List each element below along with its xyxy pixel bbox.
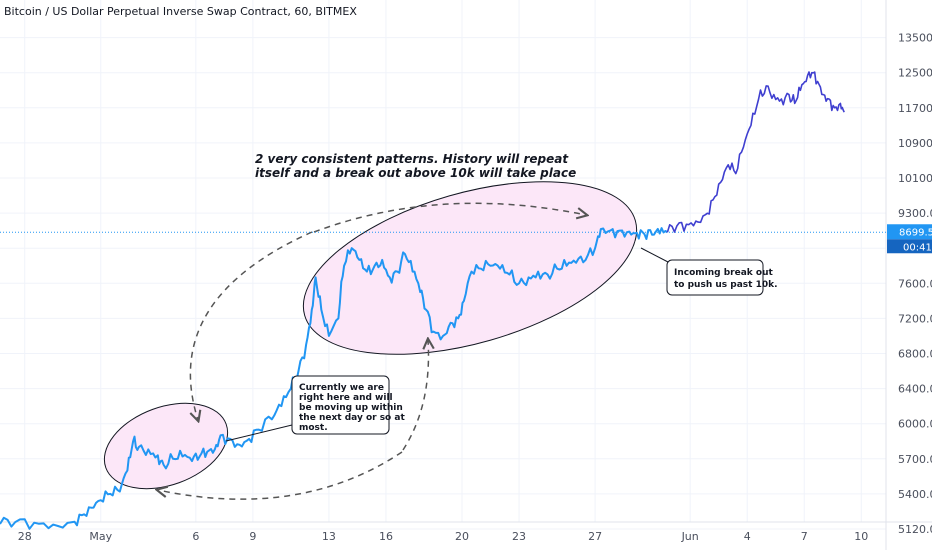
- price-series-line: [0, 227, 668, 530]
- callout-left-line-1: Currently we are: [299, 383, 384, 393]
- x-tick-label: 9: [249, 530, 256, 543]
- dashed-arrow-left: [190, 231, 313, 420]
- x-tick-label: 13: [322, 530, 336, 543]
- countdown-tag: [887, 239, 932, 254]
- x-tick-label: 4: [744, 530, 751, 543]
- time-axis[interactable]: 28 May 6 9 13 16 20 23 27 Jun 4 7 10: [18, 530, 869, 543]
- x-tick-label: 6: [192, 530, 199, 543]
- annotation-main-line-1: 2 very consistent patterns. History will…: [255, 152, 569, 166]
- annotation-main-line-2: itself and a break out above 10k will ta…: [255, 166, 576, 180]
- callout-right-line-2: to push us past 10k.: [674, 280, 778, 290]
- callout-left-pointer: [225, 424, 293, 442]
- x-tick-label: 7: [801, 530, 808, 543]
- dashed-arrow-bottom: [158, 451, 403, 500]
- x-tick-label: 16: [379, 530, 393, 543]
- last-price-tag: [887, 224, 932, 240]
- callout-left-line-2: right here and will: [299, 393, 393, 403]
- y-tick-label: 13500.0: [898, 32, 932, 45]
- countdown-tag-label: 00:41: [903, 242, 932, 253]
- y-tick-label: 7600.0: [898, 277, 932, 290]
- y-tick-label: 6000.0: [898, 418, 932, 431]
- y-tick-label: 6800.0: [898, 348, 932, 361]
- x-tick-label: May: [89, 530, 112, 543]
- price-axis[interactable]: 5120.0 5400.0 5700.0 6000.0 6400.0 6800.0 7200…: [898, 32, 932, 536]
- y-tick-label: 12500.0: [898, 67, 932, 80]
- y-tick-label: 10100.0: [898, 172, 932, 185]
- y-tick-label: 5700.0: [898, 453, 932, 466]
- y-tick-label: 9300.0: [898, 207, 932, 220]
- y-tick-label: 10900.0: [898, 137, 932, 150]
- dashed-arrow-top: [313, 202, 586, 233]
- callout-right-line-1: Incoming break out: [674, 268, 773, 278]
- x-tick-label: 28: [18, 530, 32, 543]
- y-tick-label: 11700.0: [898, 102, 932, 115]
- callout-left-line-3: be moving up within: [299, 403, 403, 413]
- callout-left-line-4: the next day or so at: [299, 413, 405, 423]
- y-tick-label: 5400.0: [898, 488, 932, 501]
- projection-series-line: [666, 71, 845, 233]
- x-tick-label: 10: [854, 530, 868, 543]
- callout-left-line-5: most.: [299, 423, 328, 433]
- dashed-arrow-right: [402, 340, 428, 451]
- y-tick-label: 7200.0: [898, 312, 932, 325]
- chart-title: Bitcoin / US Dollar Perpetual Inverse Sw…: [4, 5, 357, 18]
- y-tick-label: 6400.0: [898, 383, 932, 396]
- x-tick-label: 23: [512, 530, 526, 543]
- last-price-tag-label: 8699.5: [899, 227, 932, 238]
- pattern-ellipse-large: [302, 181, 638, 355]
- y-tick-label: 5120.0: [898, 523, 932, 536]
- callout-right-box: [666, 259, 764, 296]
- x-tick-label: 27: [588, 530, 602, 543]
- x-tick-label: 20: [455, 530, 469, 543]
- pattern-ellipse-small: [103, 402, 229, 490]
- callout-right-pointer: [640, 247, 669, 263]
- callout-left-box: [291, 375, 390, 435]
- series-layer: [0, 71, 845, 530]
- x-tick-label: Jun: [681, 530, 699, 543]
